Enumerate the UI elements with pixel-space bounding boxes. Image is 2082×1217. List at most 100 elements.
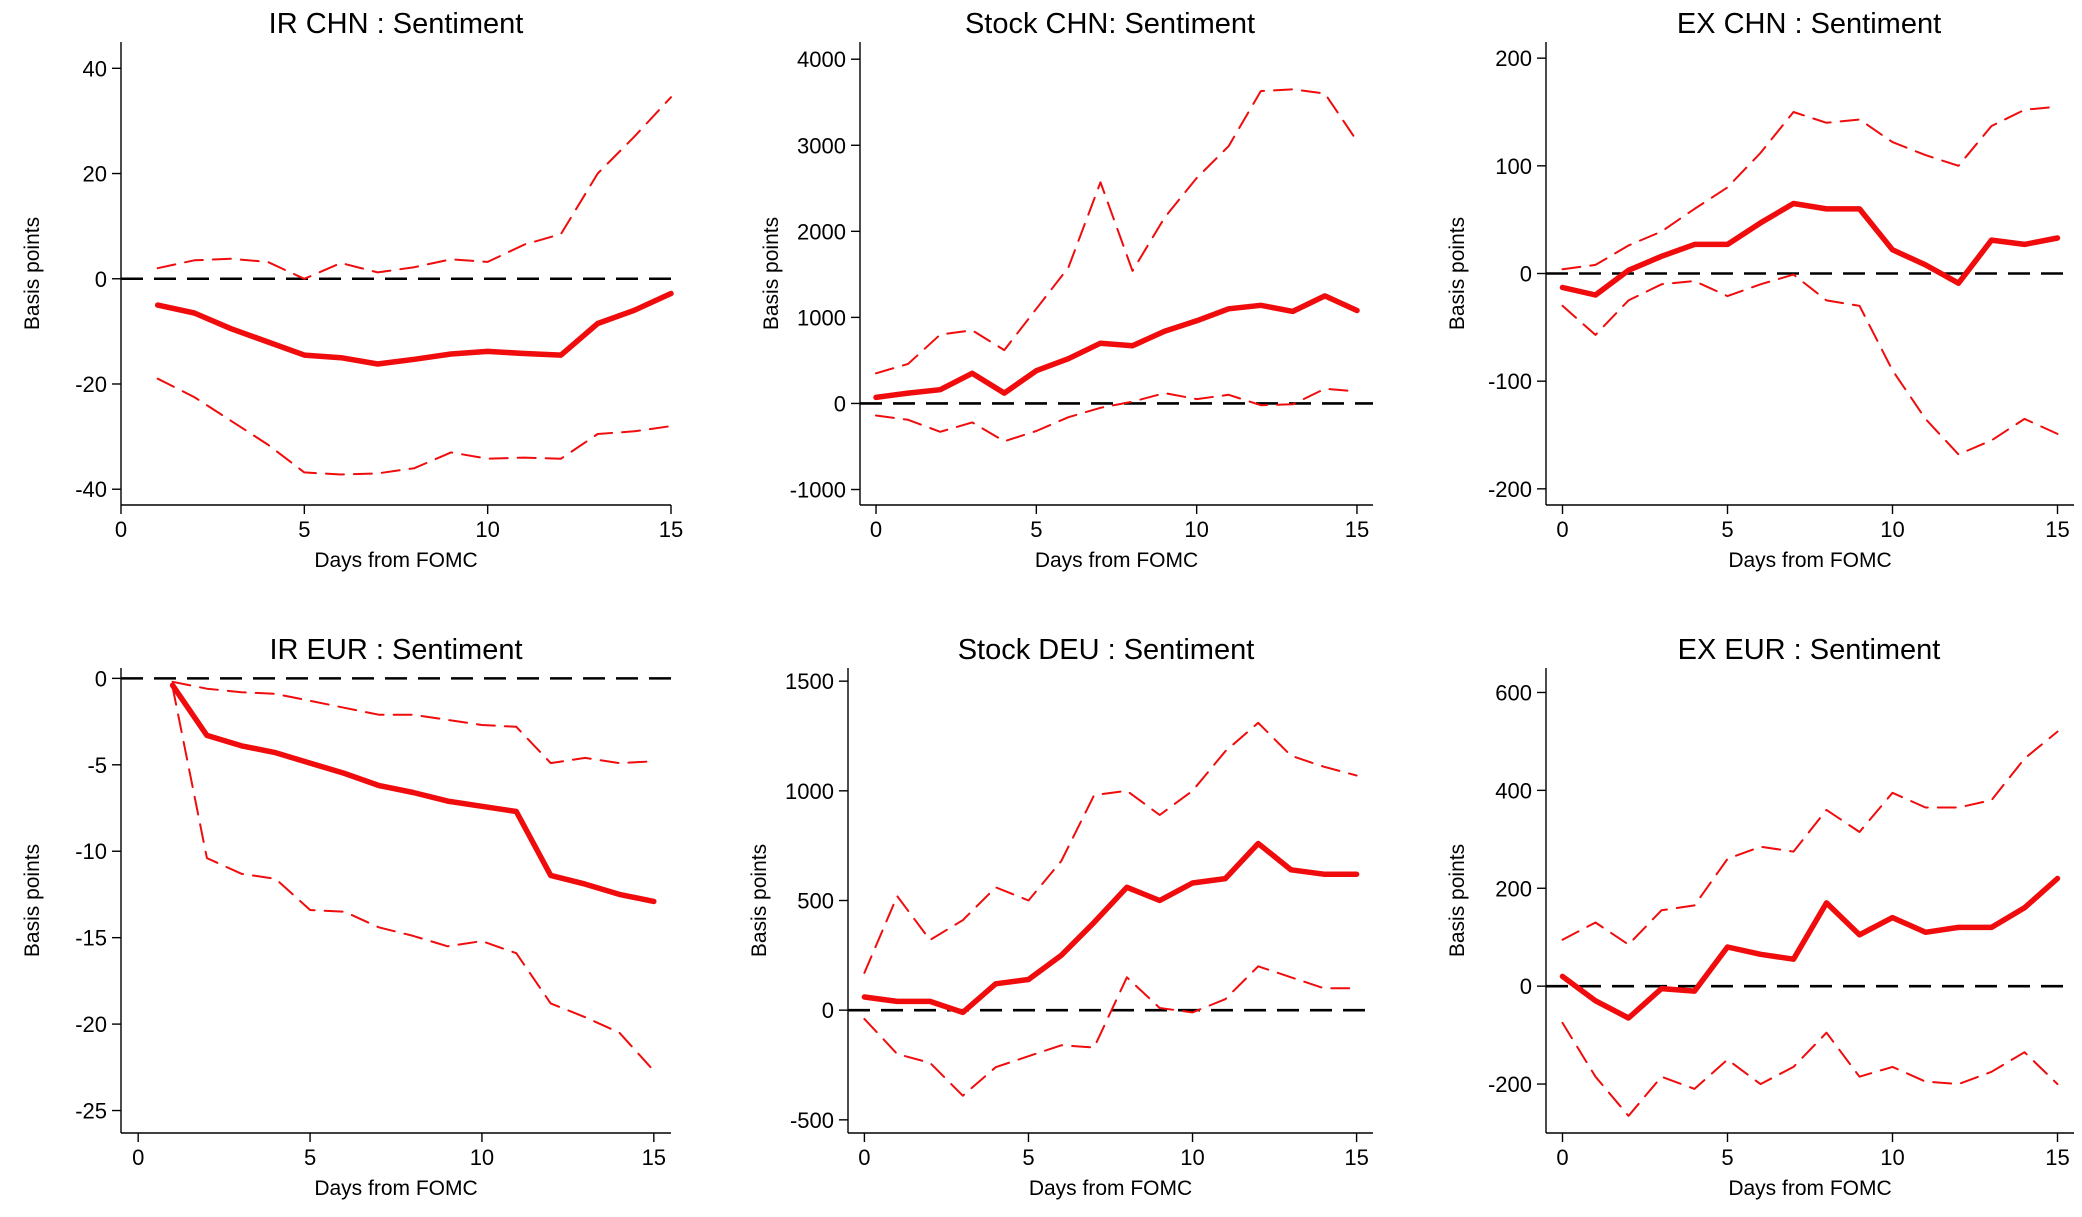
x-axis-label: Days from FOMC — [314, 1177, 477, 1200]
x-tick-label: 0 — [1556, 517, 1568, 542]
estimate-line — [861, 840, 1360, 1016]
x-tick-label: 5 — [1030, 517, 1042, 542]
x-tick-label: 15 — [642, 1145, 666, 1170]
x-tick-label: 10 — [1180, 1145, 1204, 1170]
x-tick-label: 0 — [858, 1145, 870, 1170]
y-tick-label: 0 — [1520, 262, 1532, 287]
estimate-line — [169, 682, 657, 905]
y-tick-label: -20 — [75, 1012, 107, 1037]
y-axis-label: Basis points — [1446, 217, 1469, 330]
x-tick-label: 10 — [475, 517, 499, 542]
lower-bound-line — [156, 377, 672, 476]
estimate-line — [873, 293, 1360, 401]
y-tick-label: 0 — [95, 267, 107, 292]
x-tick-label: 15 — [2045, 1145, 2069, 1170]
upper-bound-line — [875, 88, 1358, 375]
y-tick-label: 1500 — [785, 669, 834, 694]
y-axis-label: Basis points — [748, 844, 771, 957]
y-tick-label: 20 — [83, 162, 107, 187]
y-tick-label: 500 — [797, 889, 834, 914]
upper-bound-line — [863, 721, 1358, 974]
panel-3: EX CHN : Sentiment -200 -100 0 100 200 0 5 10 15 D… — [1446, 8, 2074, 572]
y-tick-label: 1000 — [797, 305, 846, 330]
panel-5: Stock DEU : Sentiment -500 0 500 1000 1500 0 5 1… — [748, 634, 1373, 1200]
x-tick-label: 10 — [1880, 1145, 1904, 1170]
upper-bound-line — [171, 680, 655, 765]
x-tick-label: 15 — [2045, 517, 2069, 542]
y-tick-label: 0 — [834, 391, 846, 416]
y-axis-label: Basis points — [21, 217, 44, 330]
lower-bound-line — [875, 387, 1358, 443]
x-tick-label: 5 — [1022, 1145, 1034, 1170]
y-tick-label: 0 — [95, 666, 107, 691]
y-tick-label: 2000 — [797, 219, 846, 244]
y-tick-label: 200 — [1495, 876, 1532, 901]
x-tick-label: 15 — [659, 517, 683, 542]
y-tick-label: -20 — [75, 372, 107, 397]
y-tick-label: -15 — [75, 926, 107, 951]
y-axis-label: Basis points — [21, 844, 44, 957]
y-tick-label: -1000 — [790, 478, 846, 503]
x-tick-label: 0 — [115, 517, 127, 542]
x-tick-label: 5 — [298, 517, 310, 542]
y-tick-label: 4000 — [797, 47, 846, 72]
panel-title: Stock DEU : Sentiment — [958, 634, 1255, 666]
panel-title: Stock CHN: Sentiment — [965, 8, 1255, 40]
y-tick-label: -40 — [75, 477, 107, 502]
estimate-line — [1559, 200, 2061, 298]
lower-bound-line — [1561, 1021, 2059, 1117]
lower-bound-line — [863, 965, 1358, 1097]
upper-bound-line — [1561, 105, 2059, 271]
x-axis-label: Days from FOMC — [1728, 549, 1891, 572]
x-tick-label: 10 — [1880, 517, 1904, 542]
panel-2: Stock CHN: Sentiment -1000 0 1000 2000 3000 40… — [760, 8, 1373, 572]
x-tick-label: 5 — [1721, 517, 1733, 542]
y-tick-label: 100 — [1495, 154, 1532, 179]
lower-bound-line — [171, 686, 655, 1072]
y-tick-label: 0 — [1520, 974, 1532, 999]
x-axis-label: Days from FOMC — [1035, 549, 1198, 572]
panel-4: IR EUR : Sentiment -25 -20 -15 -10 -5 0 0 5 10 15 D… — [21, 634, 671, 1200]
y-tick-label: -200 — [1488, 477, 1532, 502]
panel-title: IR EUR : Sentiment — [269, 634, 522, 666]
panel-title: EX EUR : Sentiment — [1678, 634, 1941, 666]
y-tick-label: -25 — [75, 1099, 107, 1124]
x-tick-label: 10 — [470, 1145, 494, 1170]
y-tick-label: 600 — [1495, 680, 1532, 705]
y-tick-label: 200 — [1495, 46, 1532, 71]
x-tick-label: 0 — [132, 1145, 144, 1170]
y-axis-label: Basis points — [1446, 844, 1469, 957]
x-tick-label: 10 — [1184, 517, 1208, 542]
upper-bound-line — [156, 96, 672, 280]
x-axis-label: Days from FOMC — [1029, 1177, 1192, 1200]
y-tick-label: 0 — [822, 998, 834, 1023]
y-tick-label: -10 — [75, 839, 107, 864]
estimate-line — [1559, 875, 2061, 1021]
x-tick-label: 5 — [304, 1145, 316, 1170]
y-tick-label: -200 — [1488, 1072, 1532, 1097]
x-axis-label: Days from FOMC — [314, 549, 477, 572]
x-tick-label: 15 — [1345, 517, 1369, 542]
x-tick-label: 15 — [1344, 1145, 1368, 1170]
lower-bound-line — [1561, 273, 2059, 456]
x-tick-label: 0 — [870, 517, 882, 542]
y-tick-label: -5 — [87, 753, 107, 778]
x-tick-label: 5 — [1721, 1145, 1733, 1170]
panel-1: IR CHN : Sentiment -40 -20 0 20 40 0 5 10 15 Days … — [21, 8, 683, 572]
y-tick-label: 1000 — [785, 779, 834, 804]
y-tick-label: 40 — [83, 56, 107, 81]
y-tick-label: -100 — [1488, 369, 1532, 394]
y-tick-label: -500 — [790, 1108, 834, 1133]
y-tick-label: 400 — [1495, 778, 1532, 803]
panel-6: EX EUR : Sentiment -200 0 200 400 600 0 5 10 15 Da… — [1446, 634, 2074, 1200]
y-tick-label: 3000 — [797, 133, 846, 158]
y-axis-label: Basis points — [760, 217, 783, 330]
x-axis-label: Days from FOMC — [1728, 1177, 1891, 1200]
panel-title: IR CHN : Sentiment — [269, 8, 524, 40]
estimate-line — [154, 290, 674, 367]
upper-bound-line — [1561, 730, 2059, 946]
x-tick-label: 0 — [1556, 1145, 1568, 1170]
panel-title: EX CHN : Sentiment — [1677, 8, 1941, 40]
